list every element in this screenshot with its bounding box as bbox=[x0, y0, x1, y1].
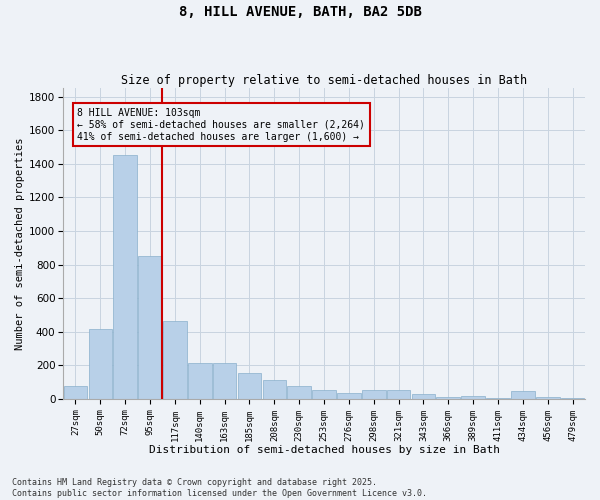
Text: 8 HILL AVENUE: 103sqm
← 58% of semi-detached houses are smaller (2,264)
41% of s: 8 HILL AVENUE: 103sqm ← 58% of semi-deta… bbox=[77, 108, 365, 142]
Text: Contains HM Land Registry data © Crown copyright and database right 2025.
Contai: Contains HM Land Registry data © Crown c… bbox=[12, 478, 427, 498]
Bar bbox=[213, 363, 236, 399]
Bar bbox=[188, 363, 212, 399]
Bar bbox=[486, 398, 510, 399]
Bar bbox=[238, 373, 261, 399]
Bar bbox=[511, 392, 535, 399]
Bar bbox=[163, 321, 187, 399]
Bar bbox=[138, 256, 162, 399]
Bar bbox=[113, 156, 137, 399]
Bar bbox=[89, 329, 112, 399]
Bar bbox=[536, 397, 560, 399]
Bar bbox=[412, 394, 435, 399]
X-axis label: Distribution of semi-detached houses by size in Bath: Distribution of semi-detached houses by … bbox=[149, 445, 500, 455]
Bar bbox=[436, 397, 460, 399]
Bar bbox=[287, 386, 311, 399]
Bar bbox=[263, 380, 286, 399]
Bar bbox=[561, 398, 584, 399]
Bar bbox=[362, 390, 386, 399]
Bar bbox=[337, 393, 361, 399]
Bar bbox=[461, 396, 485, 399]
Text: 8, HILL AVENUE, BATH, BA2 5DB: 8, HILL AVENUE, BATH, BA2 5DB bbox=[179, 5, 421, 19]
Title: Size of property relative to semi-detached houses in Bath: Size of property relative to semi-detach… bbox=[121, 74, 527, 87]
Y-axis label: Number of semi-detached properties: Number of semi-detached properties bbox=[15, 138, 25, 350]
Bar bbox=[64, 386, 87, 399]
Bar bbox=[387, 390, 410, 399]
Bar bbox=[312, 390, 336, 399]
